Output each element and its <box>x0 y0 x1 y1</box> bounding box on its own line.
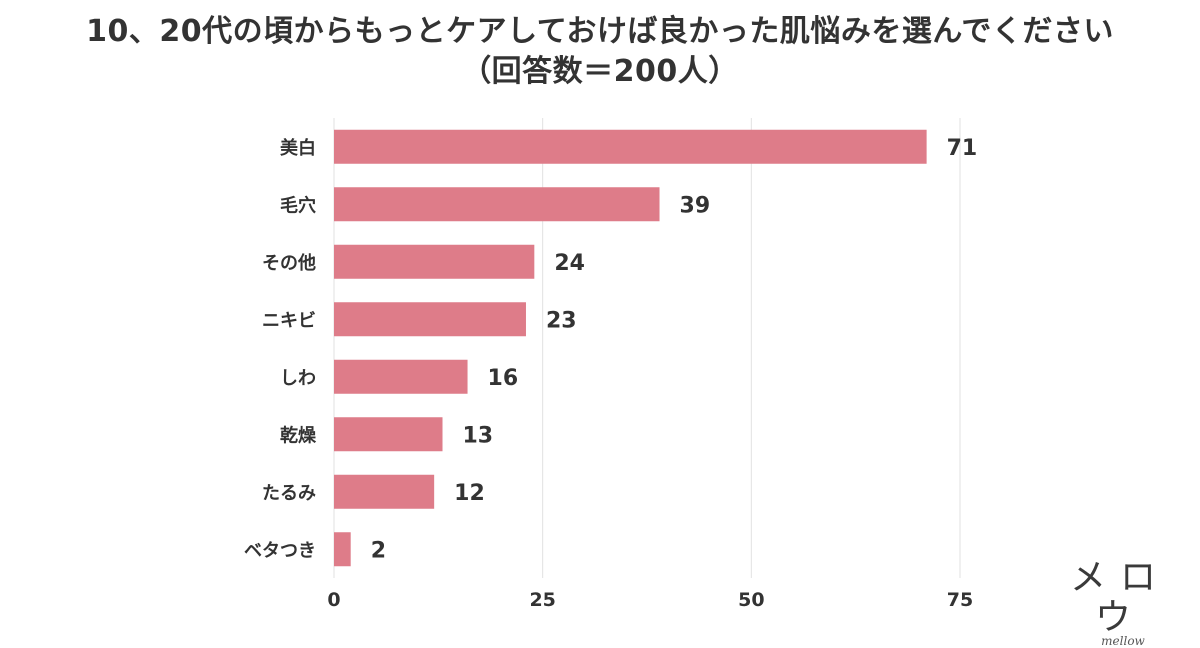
chart-title-line2: （回答数＝200人） <box>461 54 739 89</box>
category-label: ベタつき <box>244 540 316 561</box>
bar <box>334 474 435 509</box>
data-label: 12 <box>454 481 485 506</box>
category-label: 乾燥 <box>280 424 317 446</box>
data-label: 13 <box>463 423 494 448</box>
mellow-logo: メロウ mellow <box>1055 558 1185 648</box>
bar <box>334 532 351 567</box>
bar <box>334 129 927 164</box>
category-label: たるみ <box>262 483 316 504</box>
bar <box>334 187 660 222</box>
data-label: 24 <box>554 251 585 276</box>
category-label: しわ <box>280 368 316 389</box>
data-label: 16 <box>488 366 519 391</box>
data-label: 71 <box>947 136 978 161</box>
category-label: その他 <box>262 252 316 274</box>
x-tick-label: 0 <box>327 589 340 611</box>
data-label: 2 <box>371 538 386 563</box>
x-tick-label: 50 <box>738 589 764 611</box>
chart-title-line1: 10、20代の頃からもっとケアしておけば良かった肌悩みを選んでください <box>86 14 1114 49</box>
x-tick-label: 75 <box>947 589 973 611</box>
category-label: 毛穴 <box>280 194 316 216</box>
logo-subtext: mellow <box>1101 634 1145 648</box>
bar <box>334 417 443 452</box>
data-label: 39 <box>680 193 711 218</box>
data-label: 23 <box>546 308 577 333</box>
bar <box>334 302 526 337</box>
x-tick-label: 25 <box>529 589 555 611</box>
category-label: ニキビ <box>262 310 316 331</box>
bar-chart: 0 25 50 75 美白 71 毛穴 39 その他 24 ニキビ 23 しわ 16 乾燥 13 たるみ 12 ベタ… <box>244 118 978 611</box>
category-label: 美白 <box>280 137 316 159</box>
chart-title: 10、20代の頃からもっとケアしておけば良かった肌悩みを選んでください （回答数… <box>0 12 1200 92</box>
bar <box>334 244 535 279</box>
logo-text: メロウ <box>1069 557 1170 638</box>
bar <box>334 359 468 394</box>
